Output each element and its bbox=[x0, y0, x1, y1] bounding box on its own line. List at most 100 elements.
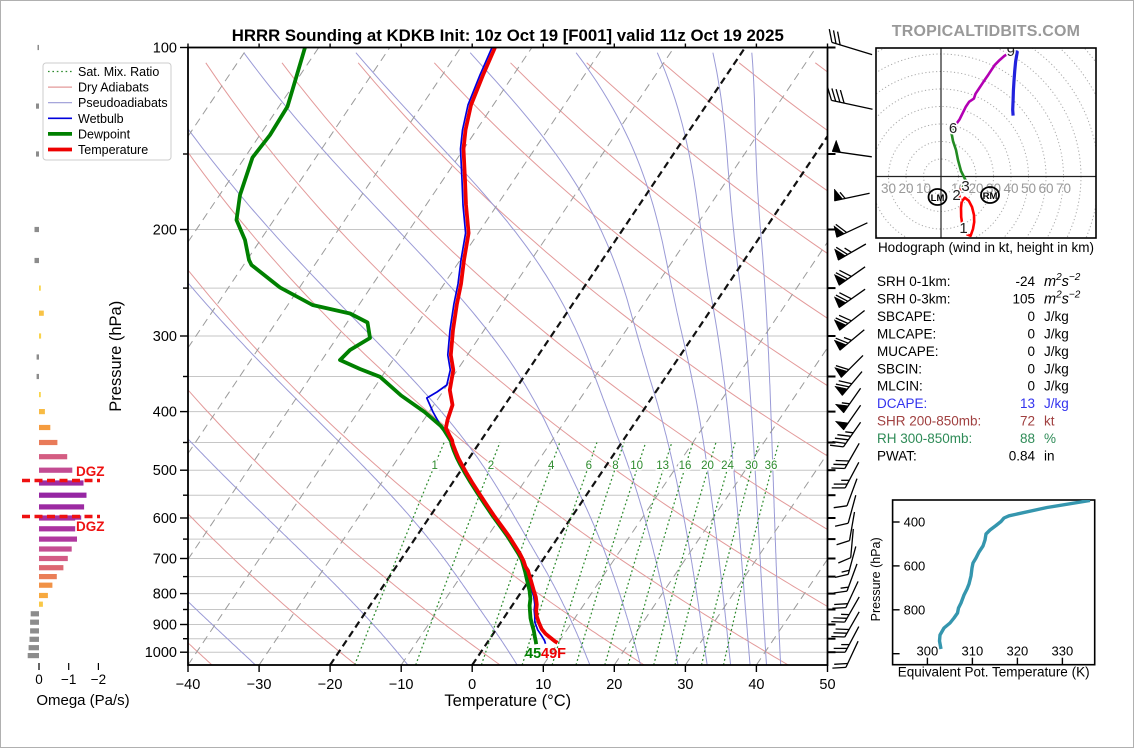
svg-text:SRH 0-1km:: SRH 0-1km: bbox=[877, 274, 951, 289]
svg-text:20: 20 bbox=[968, 181, 983, 196]
svg-text:MUCAPE:: MUCAPE: bbox=[877, 344, 939, 359]
svg-text:RH 300-850mb:: RH 300-850mb: bbox=[877, 431, 972, 446]
svg-text:70: 70 bbox=[1056, 181, 1071, 196]
svg-text:DGZ: DGZ bbox=[76, 464, 105, 479]
svg-text:40: 40 bbox=[748, 677, 764, 693]
svg-text:700: 700 bbox=[153, 552, 177, 568]
svg-text:20: 20 bbox=[606, 677, 622, 693]
svg-text:Omega (Pa/s): Omega (Pa/s) bbox=[36, 692, 129, 709]
svg-text:Pressure (hPa): Pressure (hPa) bbox=[869, 537, 883, 621]
svg-text:24: 24 bbox=[721, 460, 734, 472]
svg-text:−2: −2 bbox=[91, 672, 106, 687]
svg-text:0: 0 bbox=[1027, 327, 1035, 342]
svg-text:9: 9 bbox=[1007, 43, 1015, 60]
svg-text:0: 0 bbox=[35, 672, 43, 687]
svg-text:J/kg: J/kg bbox=[1044, 379, 1069, 394]
svg-text:60: 60 bbox=[1038, 181, 1053, 196]
svg-text:0.84: 0.84 bbox=[1009, 448, 1036, 463]
svg-text:−20: −20 bbox=[318, 677, 343, 693]
svg-text:J/kg: J/kg bbox=[1044, 344, 1069, 359]
svg-text:10: 10 bbox=[951, 181, 966, 196]
svg-text:10: 10 bbox=[535, 677, 551, 693]
svg-text:0: 0 bbox=[1027, 379, 1035, 394]
svg-text:-24: -24 bbox=[1015, 274, 1035, 289]
svg-text:500: 500 bbox=[153, 463, 177, 479]
svg-text:MLCAPE:: MLCAPE: bbox=[877, 327, 936, 342]
svg-text:10: 10 bbox=[916, 181, 931, 196]
svg-text:HRRR Sounding at KDKB Init: 10: HRRR Sounding at KDKB Init: 10z Oct 19 [… bbox=[232, 26, 784, 45]
svg-text:45: 45 bbox=[525, 646, 541, 662]
svg-text:−1: −1 bbox=[61, 672, 76, 687]
svg-text:10: 10 bbox=[630, 460, 643, 472]
svg-text:50: 50 bbox=[819, 677, 835, 693]
svg-text:Temperature (°C): Temperature (°C) bbox=[444, 692, 571, 710]
svg-text:20: 20 bbox=[701, 460, 714, 472]
svg-text:30: 30 bbox=[881, 181, 896, 196]
svg-text:400: 400 bbox=[153, 405, 177, 421]
svg-text:%: % bbox=[1044, 431, 1056, 446]
svg-text:20: 20 bbox=[898, 181, 913, 196]
svg-text:300: 300 bbox=[153, 329, 177, 345]
svg-text:1: 1 bbox=[431, 460, 437, 472]
svg-text:200: 200 bbox=[153, 223, 177, 239]
svg-text:310: 310 bbox=[962, 644, 984, 659]
svg-text:900: 900 bbox=[153, 618, 177, 634]
svg-text:1000: 1000 bbox=[145, 645, 177, 661]
svg-text:0: 0 bbox=[1027, 361, 1035, 376]
svg-text:40: 40 bbox=[1003, 181, 1018, 196]
svg-text:8: 8 bbox=[612, 460, 618, 472]
svg-text:Temperature: Temperature bbox=[78, 143, 148, 157]
svg-text:6: 6 bbox=[586, 460, 592, 472]
svg-text:−40: −40 bbox=[176, 677, 201, 693]
svg-text:Equivalent Pot. Temperature (K: Equivalent Pot. Temperature (K) bbox=[898, 665, 1090, 680]
svg-text:PWAT:: PWAT: bbox=[877, 448, 917, 463]
svg-text:330: 330 bbox=[1052, 644, 1074, 659]
svg-text:36: 36 bbox=[765, 460, 778, 472]
svg-text:800: 800 bbox=[153, 587, 177, 603]
svg-text:400: 400 bbox=[904, 515, 926, 530]
svg-text:100: 100 bbox=[153, 41, 177, 57]
svg-text:2: 2 bbox=[488, 460, 494, 472]
svg-text:Wetbulb: Wetbulb bbox=[78, 112, 124, 126]
svg-text:4: 4 bbox=[548, 460, 555, 472]
svg-text:Sat. Mix. Ratio: Sat. Mix. Ratio bbox=[78, 65, 159, 79]
svg-text:13: 13 bbox=[1020, 396, 1035, 411]
svg-text:DGZ: DGZ bbox=[76, 519, 105, 534]
svg-text:0: 0 bbox=[1027, 344, 1035, 359]
svg-text:TROPICALTIDBITS.COM: TROPICALTIDBITS.COM bbox=[892, 23, 1080, 40]
svg-text:LM: LM bbox=[931, 193, 945, 204]
svg-text:J/kg: J/kg bbox=[1044, 396, 1069, 411]
svg-text:0: 0 bbox=[1027, 309, 1035, 324]
svg-text:800: 800 bbox=[904, 602, 926, 617]
svg-text:0: 0 bbox=[468, 677, 476, 693]
svg-text:105: 105 bbox=[1012, 292, 1035, 307]
svg-text:49F: 49F bbox=[541, 646, 566, 662]
svg-text:SBCAPE:: SBCAPE: bbox=[877, 309, 936, 324]
svg-text:72: 72 bbox=[1020, 414, 1035, 429]
svg-text:−10: −10 bbox=[389, 677, 414, 693]
svg-text:600: 600 bbox=[153, 511, 177, 527]
svg-text:300: 300 bbox=[917, 644, 939, 659]
svg-text:J/kg: J/kg bbox=[1044, 309, 1069, 324]
svg-text:J/kg: J/kg bbox=[1044, 327, 1069, 342]
svg-text:RM: RM bbox=[983, 191, 998, 202]
svg-text:Dewpoint: Dewpoint bbox=[78, 127, 131, 141]
svg-text:30: 30 bbox=[745, 460, 758, 472]
svg-text:SHR 200-850mb:: SHR 200-850mb: bbox=[877, 414, 981, 429]
svg-text:2: 2 bbox=[952, 187, 960, 204]
svg-text:DCAPE:: DCAPE: bbox=[877, 396, 927, 411]
svg-text:Hodograph (wind in kt, height: Hodograph (wind in kt, height in km) bbox=[878, 240, 1094, 255]
svg-text:kt: kt bbox=[1044, 414, 1055, 429]
svg-text:3: 3 bbox=[961, 178, 969, 195]
svg-text:in: in bbox=[1044, 448, 1055, 463]
svg-text:50: 50 bbox=[1021, 181, 1036, 196]
svg-text:Pressure (hPa): Pressure (hPa) bbox=[107, 301, 125, 412]
svg-text:Dry Adiabats: Dry Adiabats bbox=[78, 81, 149, 95]
svg-text:SBCIN:: SBCIN: bbox=[877, 361, 922, 376]
svg-text:MLCIN:: MLCIN: bbox=[877, 379, 923, 394]
svg-text:88: 88 bbox=[1020, 431, 1035, 446]
svg-text:30: 30 bbox=[677, 677, 693, 693]
svg-text:J/kg: J/kg bbox=[1044, 361, 1069, 376]
svg-text:−30: −30 bbox=[247, 677, 272, 693]
svg-text:600: 600 bbox=[904, 558, 926, 573]
